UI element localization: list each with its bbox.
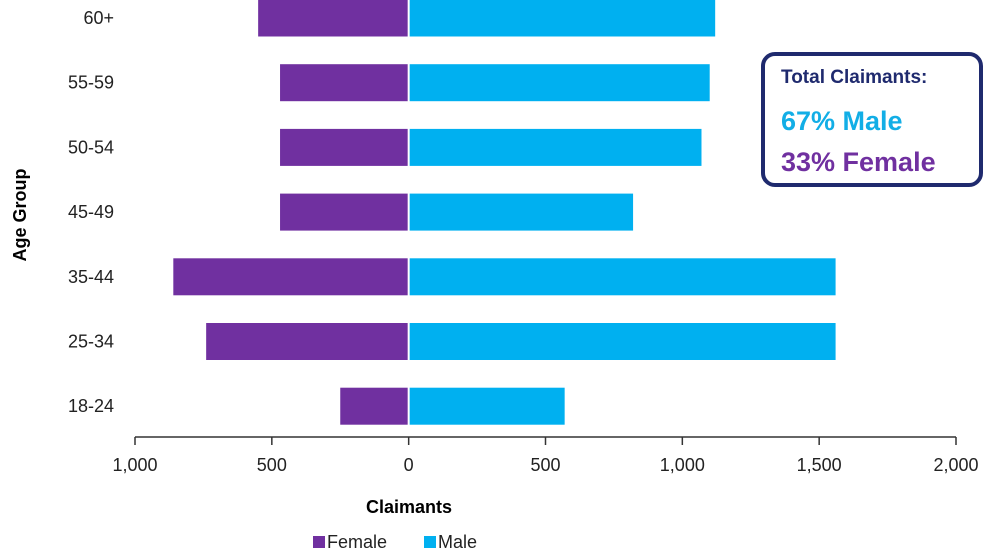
callout-male-share: 67% Male <box>781 106 903 136</box>
bar-female-60+ <box>258 0 409 37</box>
bar-male-50-54 <box>408 128 702 166</box>
bar-male-25-34 <box>408 323 836 360</box>
callout-title: Total Claimants: <box>781 67 928 88</box>
y-tick-label: 45-49 <box>68 202 114 222</box>
bar-male-35-44 <box>408 258 836 296</box>
x-tick-label: 1,000 <box>660 455 705 475</box>
bar-male-45-49 <box>408 193 634 231</box>
y-axis: 18-24 25-34 35-44 45-49 50-54 55-59 60+ <box>68 8 114 416</box>
x-tick-label: 1,000 <box>112 455 157 475</box>
bar-male-18-24 <box>408 387 565 425</box>
bar-male-60+ <box>408 0 716 37</box>
x-tick-label: 0 <box>404 455 414 475</box>
x-tick-label: 500 <box>257 455 287 475</box>
legend-label-female: Female <box>327 532 387 552</box>
legend-swatch-female <box>313 536 325 548</box>
legend: Female Male <box>313 532 477 552</box>
bar-female-18-24 <box>340 387 409 425</box>
x-tick-label: 1,500 <box>797 455 842 475</box>
legend-swatch-male <box>424 536 436 548</box>
bars-layer <box>173 0 836 437</box>
x-tick-label: 500 <box>530 455 560 475</box>
bar-female-25-34 <box>206 323 409 360</box>
y-axis-title: Age Group <box>10 168 30 261</box>
y-tick-label: 25-34 <box>68 332 114 352</box>
y-tick-label: 18-24 <box>68 396 114 416</box>
bar-female-50-54 <box>280 128 409 166</box>
y-tick-label: 35-44 <box>68 267 114 287</box>
y-tick-label: 50-54 <box>68 137 114 157</box>
bar-male-55-59 <box>408 64 710 102</box>
bar-female-45-49 <box>280 193 409 231</box>
y-tick-label: 55-59 <box>68 73 114 93</box>
bar-female-55-59 <box>280 64 409 102</box>
x-tick-label: 2,000 <box>933 455 978 475</box>
bar-female-35-44 <box>173 258 409 296</box>
x-axis: 1,000 500 0 500 1,000 1,500 2,000 <box>112 436 979 475</box>
total-claimants-callout: Total Claimants: 67% Male 33% Female <box>761 52 983 187</box>
x-axis-title: Claimants <box>366 497 452 517</box>
legend-label-male: Male <box>438 532 477 552</box>
callout-female-share: 33% Female <box>781 147 936 177</box>
y-tick-label: 60+ <box>83 8 114 28</box>
